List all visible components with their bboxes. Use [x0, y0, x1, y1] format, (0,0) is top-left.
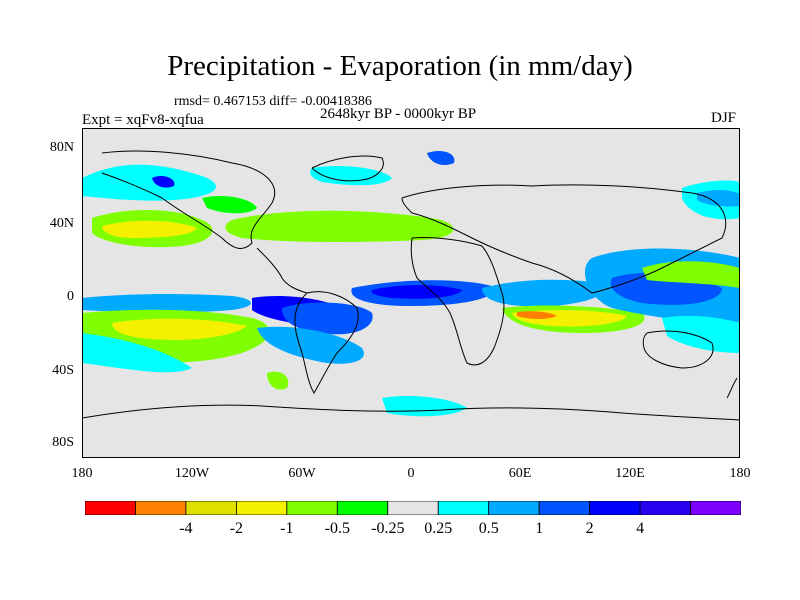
- colorbar-swatch: [135, 501, 187, 515]
- colorbar-swatch: [589, 501, 641, 515]
- colorbar-label: -4: [179, 520, 193, 537]
- lat-label-equator: 0: [67, 289, 74, 304]
- lon-label-120e: 120E: [615, 466, 645, 481]
- lon-label-0: 0: [407, 466, 415, 481]
- colorbar-label: -0.25: [371, 520, 405, 537]
- colorbar-label: -0.5: [324, 520, 350, 537]
- colorbar-swatch: [488, 501, 540, 515]
- experiment-label: Expt = xqFv8-xqfua: [82, 112, 204, 128]
- map-border: [82, 128, 740, 458]
- colorbar-swatch: [437, 501, 490, 515]
- lon-label-180w: 180: [71, 466, 93, 481]
- lon-label-180e: 180: [729, 466, 751, 481]
- colorbar-swatch: [639, 501, 691, 515]
- colorbar-swatch: [85, 501, 136, 515]
- colorbar-swatch: [185, 501, 237, 515]
- lat-label-40n: 40N: [49, 216, 74, 231]
- colorbar-label: 0.5: [478, 520, 499, 537]
- colorbar-label: 1: [535, 520, 544, 537]
- lat-label-80s: 80S: [52, 435, 74, 450]
- colorbar-swatch: [286, 501, 338, 515]
- lat-label-40s: 40S: [52, 363, 74, 378]
- colorbar-swatch: [387, 501, 439, 515]
- lon-label-120w: 120W: [174, 466, 210, 481]
- colorbar-label: 0.25: [424, 520, 453, 537]
- lat-label-80n: 80N: [49, 140, 74, 155]
- map-panel: [82, 128, 740, 458]
- colorbar: [85, 501, 741, 515]
- colorbar-swatch: [538, 501, 591, 515]
- colorbar-swatch: [235, 501, 288, 515]
- stats-label: rmsd= 0.467153 diff= -0.00418386: [174, 94, 372, 109]
- lon-label-60w: 60W: [288, 466, 316, 481]
- colorbar-swatch: [336, 501, 389, 515]
- period-label: 2648kyr BP - 0000kyr BP: [320, 106, 477, 122]
- colorbar-label: -2: [229, 520, 244, 537]
- plot-title: Precipitation - Evaporation (in mm/day): [167, 50, 633, 82]
- colorbar-swatch: [690, 501, 741, 515]
- colorbar-label: 4: [636, 520, 645, 537]
- season-label: DJF: [711, 110, 737, 126]
- lon-label-60e: 60E: [508, 466, 532, 481]
- field-shading: [82, 151, 740, 417]
- coastlines: [82, 150, 740, 421]
- colorbar-label: -1: [280, 520, 294, 537]
- colorbar-label: 2: [585, 520, 594, 537]
